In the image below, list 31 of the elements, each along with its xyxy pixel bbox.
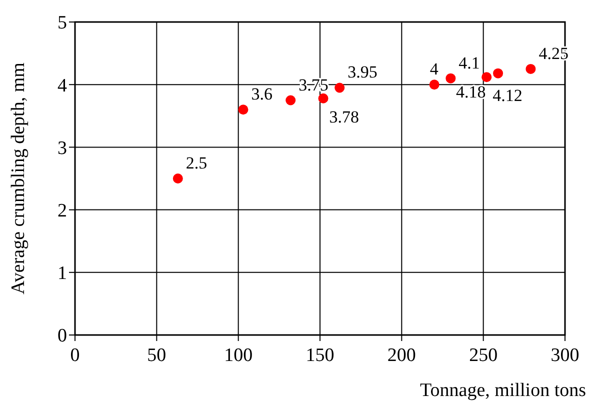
y-tick-label: 4	[58, 75, 68, 96]
x-axis-title: Tonnage, million tons	[420, 380, 586, 401]
point	[172, 174, 183, 184]
point	[446, 73, 456, 84]
data-label: 4.12	[492, 86, 522, 106]
point	[334, 82, 345, 93]
data-label: 4	[430, 60, 439, 79]
data-label: 4.1	[458, 53, 480, 72]
point	[429, 80, 440, 90]
x-tick-label: 300	[550, 345, 580, 366]
y-tick-label: 3	[58, 138, 67, 159]
x-tick-label: 50	[147, 345, 166, 366]
point	[482, 72, 492, 82]
point	[493, 68, 504, 78]
data-label: 3.78	[329, 107, 360, 126]
y-tick-label: 2	[58, 200, 67, 222]
y-tick-label: 0	[58, 326, 67, 347]
x-tick-label: 100	[224, 345, 253, 366]
point	[318, 93, 328, 104]
y-axis-title: Average crumbling depth, mm	[8, 62, 29, 294]
data-label: 3.95	[348, 62, 378, 82]
x-tick-label: 150	[306, 345, 334, 366]
data-label: 2.5	[186, 154, 208, 172]
point	[238, 104, 248, 115]
point	[286, 95, 296, 106]
y-tick-label: 1	[58, 263, 67, 284]
x-tick-label: 200	[387, 345, 416, 366]
data-label: 3.6	[251, 84, 272, 104]
y-tick-label: 5	[58, 12, 67, 34]
point	[526, 64, 536, 74]
x-tick-label: 250	[469, 345, 498, 366]
